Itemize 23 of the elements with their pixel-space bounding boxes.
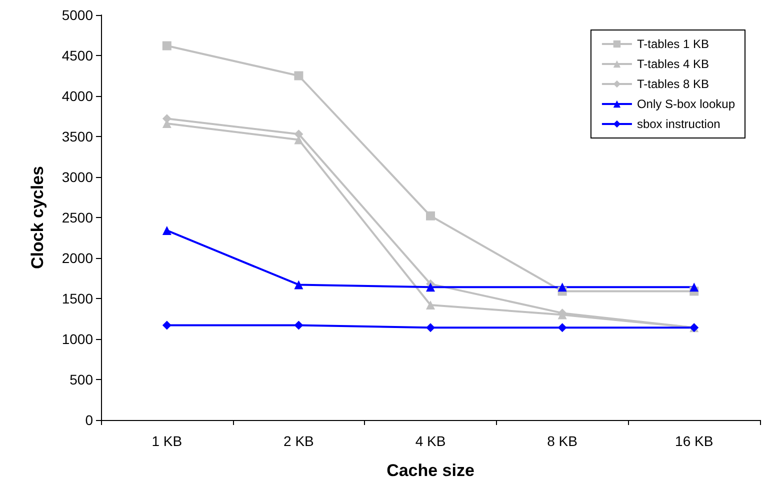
y-tick-label: 2000 bbox=[62, 250, 94, 266]
y-tick-label: 5000 bbox=[62, 7, 94, 23]
x-tick-label: 16 KB bbox=[675, 433, 714, 449]
legend-label: sbox instruction bbox=[636, 117, 720, 131]
y-tick-label: 3000 bbox=[62, 169, 94, 185]
y-tick-label: 0 bbox=[85, 412, 94, 428]
y-tick-label: 4000 bbox=[62, 88, 94, 104]
x-tick-label: 4 KB bbox=[415, 433, 446, 449]
legend-label: T-tables 8 KB bbox=[636, 77, 709, 91]
y-tick-label: 1500 bbox=[62, 290, 94, 306]
legend-label: T-tables 1 KB bbox=[636, 37, 709, 51]
x-tick-label: 2 KB bbox=[284, 433, 314, 449]
legend-label: T-tables 4 KB bbox=[636, 57, 709, 71]
x-tick-label: 1 KB bbox=[152, 433, 182, 449]
x-tick-label: 8 KB bbox=[547, 433, 578, 449]
y-axis-title: Clock cycles bbox=[28, 166, 47, 270]
y-tick-label: 1000 bbox=[62, 331, 94, 347]
y-tick-label: 4500 bbox=[62, 48, 94, 64]
y-tick-label: 3500 bbox=[62, 128, 94, 144]
y-tick-label: 2500 bbox=[62, 210, 94, 226]
legend-label: Only S-box lookup bbox=[636, 97, 736, 111]
y-tick-label: 500 bbox=[70, 372, 94, 388]
x-axis-title: Cache size bbox=[386, 461, 474, 480]
